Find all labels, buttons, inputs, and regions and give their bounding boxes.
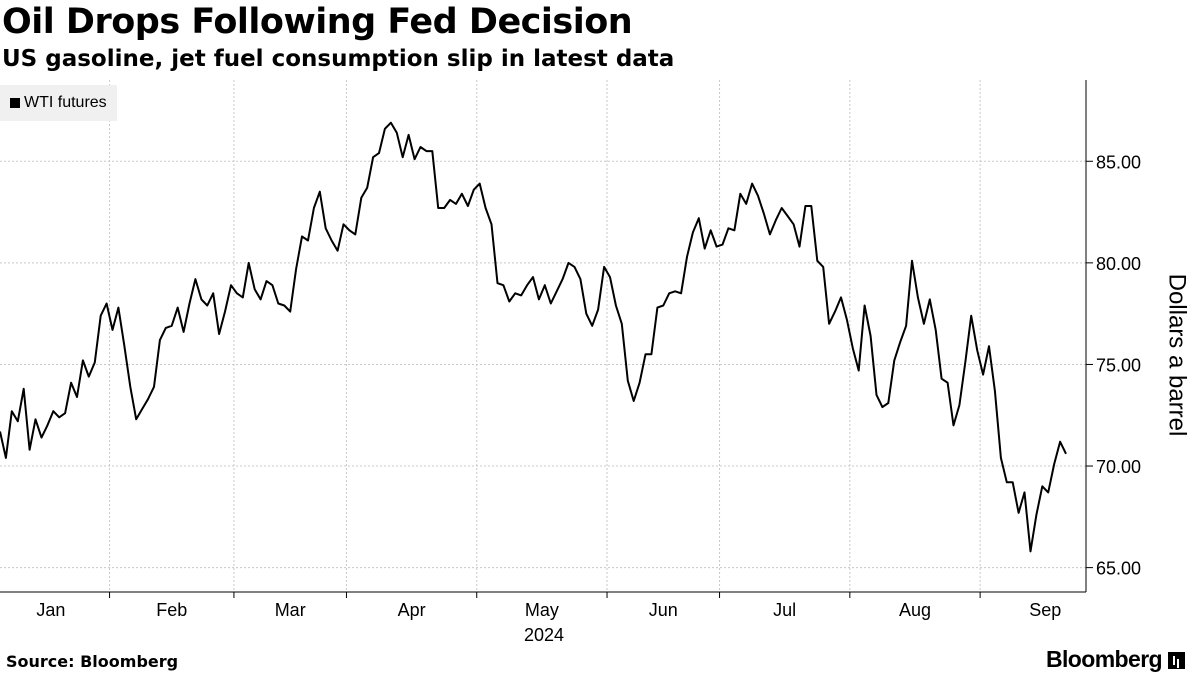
chart-subtitle: US gasoline, jet fuel consumption slip i…: [2, 46, 675, 72]
y-tick-label: 80.00: [1096, 254, 1141, 274]
x-tick-label: Jul: [773, 600, 796, 620]
x-tick-label: Jan: [36, 600, 65, 620]
series-line-wti-futures: [0, 121, 1067, 553]
source-note: Source: Bloomberg: [6, 652, 179, 671]
chart-title: Oil Drops Following Fed Decision: [2, 2, 633, 42]
legend: WTI futures: [0, 85, 117, 121]
x-axis-year-label: 2024: [524, 625, 564, 645]
x-tick-label: Sep: [1029, 600, 1061, 620]
y-tick-label: 75.00: [1096, 355, 1141, 375]
x-tick-label: Mar: [275, 600, 306, 620]
bloomberg-logo: Bloomberg: [1046, 646, 1185, 673]
brand-name: Bloomberg: [1046, 646, 1163, 672]
y-tick-label: 85.00: [1096, 152, 1141, 172]
x-tick-label: Feb: [156, 600, 187, 620]
x-tick-label: May: [525, 600, 559, 620]
bloomberg-terminal-icon: [1168, 652, 1185, 669]
series-layer: [0, 121, 1067, 553]
legend-swatch: [10, 98, 20, 108]
y-tick-label: 65.00: [1096, 559, 1141, 579]
legend-label: WTI futures: [24, 94, 107, 111]
x-tick-label: Apr: [398, 600, 426, 620]
y-tick-label: 70.00: [1096, 457, 1141, 477]
x-tick-label: Aug: [899, 600, 931, 620]
y-axis-label: Dollars a barrel: [1164, 274, 1191, 437]
axes: 65.00 70.00 75.00 80.00 85.00 Jan Feb Mar Apr May…: [0, 80, 1141, 620]
x-tick-label: Jun: [649, 600, 678, 620]
